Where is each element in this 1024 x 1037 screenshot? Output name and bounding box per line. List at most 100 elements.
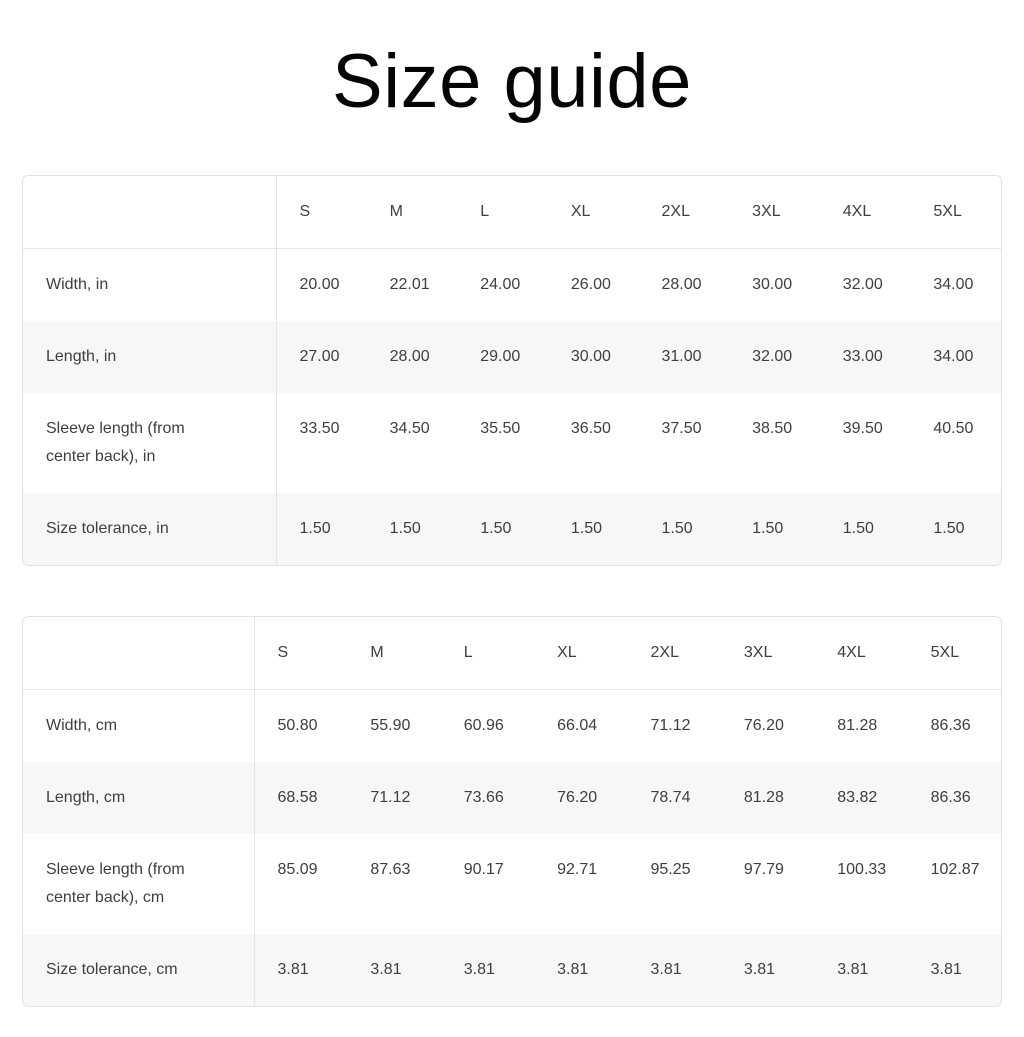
size-value-cell: 86.36: [930, 717, 971, 734]
size-value-cell: 71.12: [650, 717, 691, 734]
size-value-cell: 30.00: [570, 348, 611, 365]
size-value-cell: 3.81: [370, 961, 402, 978]
size-header-cell: 3XL: [729, 176, 820, 249]
size-value-cell: 87.63: [370, 861, 411, 878]
row-label: Size tolerance, cm: [46, 961, 178, 978]
row-label: Length, in: [46, 348, 117, 365]
size-value-cell: 29.00: [480, 348, 521, 365]
size-value-cell: 26.00: [570, 276, 611, 293]
size-header-cell: M: [366, 176, 458, 249]
size-value-cell: 95.25: [650, 861, 691, 878]
size-value-cell: 73.66: [463, 789, 504, 806]
size-value-cell: 27.00: [299, 348, 340, 365]
size-value-cell: 1.50: [933, 520, 965, 537]
size-value-cell: 30.00: [752, 276, 793, 293]
size-header-cell: S: [254, 617, 348, 690]
size-value-cell: 38.50: [752, 420, 793, 437]
row-label-cell: Size tolerance, cm: [23, 934, 255, 1006]
table-row: Length, cm 68.58 71.12 73.66 76.20 78.74 81.28…: [23, 762, 1001, 834]
size-value-cell: 85.09: [277, 861, 318, 878]
row-label-cell: Length, cm: [23, 762, 255, 834]
table-row: Sleeve length (from center back), in 33.5…: [23, 393, 1001, 493]
size-value-cell: 3.81: [743, 961, 776, 978]
size-value-cell: 33.00: [842, 348, 883, 365]
size-value-cell: 50.80: [277, 717, 318, 734]
size-header-cell: 4XL: [819, 176, 911, 249]
row-label: Size tolerance, in: [46, 520, 169, 537]
size-value-cell: 3.81: [557, 961, 589, 978]
size-value-cell: 92.71: [557, 861, 598, 878]
size-table-inches: S M L XL 2XL 3XL 4XL 5XL Width, in 20.00 22.01 24.0…: [23, 176, 1001, 565]
size-value-cell: 81.28: [743, 789, 784, 806]
table-row: Size tolerance, cm 3.81 3.81 3.81 3.81 3.81 3.…: [23, 934, 1001, 1006]
size-value-cell: 55.90: [370, 717, 411, 734]
size-header-cell: 5XL: [910, 176, 1001, 249]
size-value-cell: 39.50: [842, 420, 883, 437]
size-value-cell: 1.50: [661, 520, 693, 537]
size-header-cell: 4XL: [814, 617, 908, 690]
row-label-cell: Sleeve length (from center back), in: [23, 393, 277, 493]
size-value-cell: 28.00: [389, 348, 430, 365]
size-header-cell: 2XL: [638, 176, 730, 249]
size-value-cell: 35.50: [480, 420, 521, 437]
row-label-cell: Width, cm: [23, 689, 255, 762]
row-label: Length, cm: [46, 789, 126, 806]
corner-cell: [23, 617, 255, 690]
size-value-cell: 90.17: [463, 861, 504, 878]
size-value-cell: 24.00: [480, 276, 521, 293]
row-label: Sleeve length (from center back), cm: [46, 861, 185, 906]
size-value-cell: 76.20: [557, 789, 598, 806]
size-value-cell: 78.74: [650, 789, 691, 806]
size-value-cell: 32.00: [752, 348, 793, 365]
size-header-cell: L: [457, 176, 548, 249]
size-header-cell: 3XL: [720, 617, 815, 690]
size-header-cell: XL: [534, 617, 628, 690]
size-header-cell: S: [276, 176, 367, 249]
corner-cell: [23, 176, 277, 249]
table-row: Width, in 20.00 22.01 24.00 26.00 28.00 30.00 3…: [23, 248, 1001, 321]
size-value-cell: 102.87: [930, 861, 980, 878]
size-value-cell: 1.50: [389, 520, 421, 537]
size-value-cell: 81.28: [837, 717, 878, 734]
size-header-cell: M: [347, 617, 441, 690]
size-value-cell: 60.96: [463, 717, 504, 734]
size-value-cell: 40.50: [933, 420, 974, 437]
size-value-cell: 76.20: [743, 717, 784, 734]
size-value-cell: 3.81: [277, 961, 309, 978]
row-label: Width, cm: [46, 717, 118, 734]
size-value-cell: 1.50: [570, 520, 603, 537]
size-table-cm: S M L XL 2XL 3XL 4XL 5XL Width, cm 50.80 55.90 60.9…: [23, 617, 1001, 1006]
size-header-cell: 2XL: [627, 617, 721, 690]
size-value-cell: 97.79: [743, 861, 784, 878]
size-value-cell: 20.00: [299, 276, 340, 293]
size-value-cell: 37.50: [661, 420, 702, 437]
table-row: Size tolerance, in 1.50 1.50 1.50 1.50 1.50 1.…: [23, 493, 1001, 565]
size-header-cell: L: [440, 617, 535, 690]
size-header-cell: 5XL: [907, 617, 1001, 690]
size-value-cell: 1.50: [299, 520, 331, 537]
size-value-cell: 33.50: [299, 420, 340, 437]
size-value-cell: 86.36: [930, 789, 971, 806]
size-value-cell: 83.82: [837, 789, 878, 806]
row-label: Sleeve length (from center back), in: [46, 420, 185, 465]
size-value-cell: 68.58: [277, 789, 318, 806]
size-table-cm-card: S M L XL 2XL 3XL 4XL 5XL Width, cm 50.80 55.90 60.9…: [22, 616, 1002, 1007]
size-table-inches-card: S M L XL 2XL 3XL 4XL 5XL Width, in 20.00 22.01 24.0…: [22, 175, 1002, 566]
size-value-cell: 3.81: [837, 961, 869, 978]
table-row: Length, in 27.00 28.00 29.00 30.00 31.00 32.00…: [23, 321, 1001, 393]
size-value-cell: 34.00: [933, 348, 974, 365]
size-value-cell: 22.01: [389, 276, 430, 293]
size-value-cell: 3.81: [930, 961, 962, 978]
size-value-cell: 71.12: [370, 789, 411, 806]
size-header-row: S M L XL 2XL 3XL 4XL 5XL: [23, 617, 1001, 690]
size-value-cell: 32.00: [842, 276, 883, 293]
row-label-cell: Size tolerance, in: [23, 493, 277, 565]
size-value-cell: 1.50: [842, 520, 874, 537]
size-header-cell: XL: [547, 176, 639, 249]
size-value-cell: 3.81: [650, 961, 682, 978]
size-value-cell: 28.00: [661, 276, 702, 293]
size-value-cell: 1.50: [752, 520, 784, 537]
size-value-cell: 1.50: [480, 520, 512, 537]
row-label-cell: Width, in: [23, 248, 277, 321]
